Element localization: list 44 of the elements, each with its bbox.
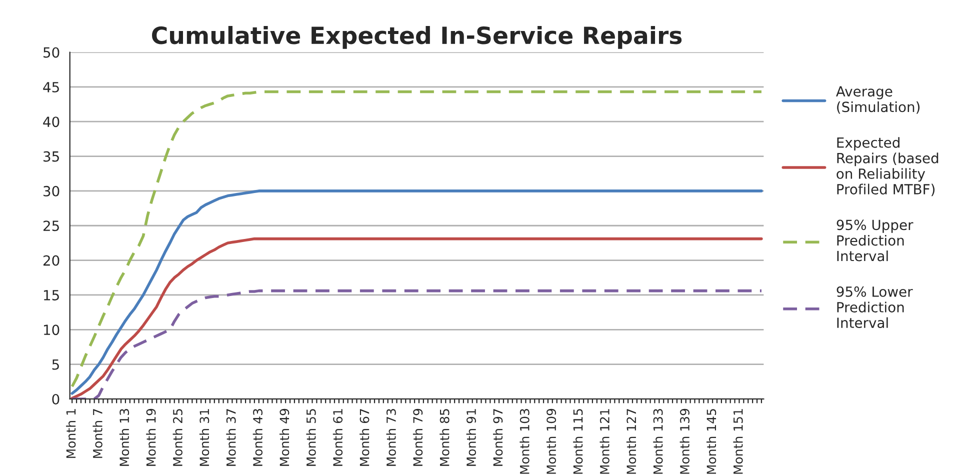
x-tick-label: Month 67	[360, 409, 370, 466]
y-tick-label: 30	[44, 186, 60, 196]
line-series	[70, 190, 763, 395]
y-tick-label: 35	[44, 151, 59, 162]
x-tick-label: Month 103	[520, 409, 530, 474]
line-series	[70, 90, 763, 388]
x-tick-label: Month 97	[493, 409, 503, 466]
x-tick-label: Month 91	[466, 409, 476, 466]
x-tick-label: Month 127	[626, 409, 636, 474]
legend-label: Expected Repairs (based on Reliability Profiled MTBF)	[836, 137, 938, 196]
x-tick-label: Month 1	[66, 409, 76, 458]
x-tick-label: Month 19	[146, 408, 156, 466]
x-tick-label: Month 7	[92, 409, 102, 458]
x-tick-label: Month 55	[306, 409, 316, 466]
x-tick-label: Month 133	[653, 409, 663, 474]
x-tick-label: Month 37	[226, 409, 236, 466]
x-tick-label: Month 121	[600, 409, 610, 474]
y-tick-label: 50	[44, 47, 60, 58]
x-tick-label: Month 85	[440, 409, 450, 466]
x-tick-label: Month 31	[199, 409, 210, 466]
x-tick-label: Month 49	[280, 408, 290, 466]
legend-label: 95% Upper Prediction Interval	[836, 220, 914, 262]
y-tick-label: 5	[52, 359, 59, 370]
y-tick-label: 10	[44, 324, 60, 336]
x-tick-label: Month 61	[332, 409, 343, 466]
x-tick-label: Month 115	[573, 409, 583, 474]
y-tick-label: 20	[43, 255, 60, 266]
y-tick-label: 45	[43, 82, 59, 92]
chart-title: Cumulative Expected In-Service Repairs	[152, 26, 682, 49]
y-tick-label: 40	[43, 116, 60, 128]
y-tick-label: 25	[43, 220, 59, 232]
y-tick-label: 15	[44, 290, 59, 300]
x-tick-label: Month 73	[386, 409, 396, 466]
x-tick-label: Month 139	[680, 408, 690, 474]
x-tick-label: Month 13	[119, 409, 130, 466]
x-tick-label: Month 79	[412, 408, 423, 466]
x-tick-label: Month 145	[706, 409, 716, 474]
legend-label: 95% Lower Prediction Interval	[836, 286, 913, 328]
y-tick-label: 0	[52, 394, 60, 404]
x-tick-label: Month 43	[252, 409, 263, 466]
legend-label: Average (Simulation)	[836, 86, 920, 114]
x-tick-label: Month 151	[733, 409, 743, 474]
x-tick-label: Month 25	[172, 409, 182, 466]
x-tick-label: Month 109	[546, 408, 556, 474]
